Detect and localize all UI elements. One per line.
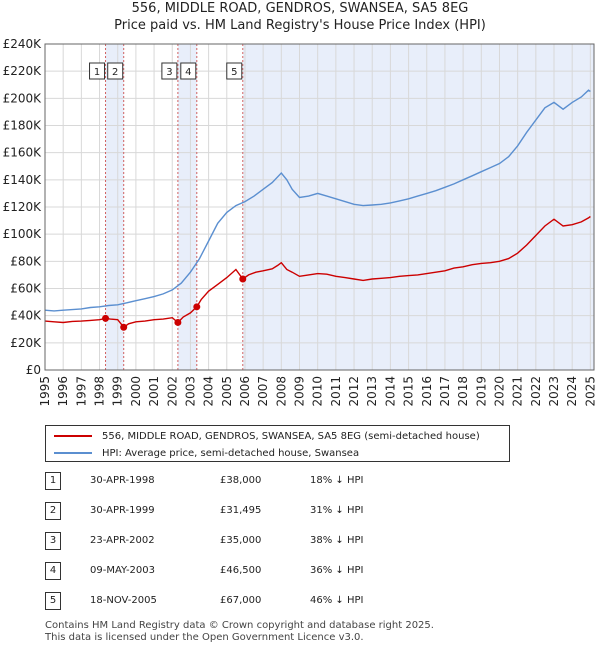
- x-tick-label: 2002: [165, 376, 179, 407]
- x-tick-label: 2000: [129, 376, 143, 407]
- sale-point: [174, 318, 182, 326]
- chart-title: 556, MIDDLE ROAD, GENDROS, SWANSEA, SA5 …: [131, 1, 469, 16]
- legend: 556, MIDDLE ROAD, GENDROS, SWANSEA, SA5 …: [45, 425, 510, 462]
- footer-copyright: Contains HM Land Registry data © Crown c…: [45, 620, 434, 631]
- x-tick-label: 2011: [329, 376, 343, 407]
- y-tick-label: £100K: [3, 227, 43, 241]
- x-tick-label: 2013: [365, 376, 379, 407]
- sale-marker-number: 1: [94, 67, 100, 78]
- x-tick-label: 2018: [456, 376, 470, 407]
- sale-point: [120, 323, 128, 331]
- y-tick-label: £0: [26, 363, 41, 377]
- legend-swatch-property: [54, 435, 92, 437]
- x-tick-label: 2010: [311, 376, 325, 407]
- x-tick-label: 2017: [438, 376, 452, 407]
- x-tick-label: 1999: [111, 376, 125, 407]
- y-tick-label: £120K: [3, 200, 43, 214]
- legend-item-hpi: HPI: Average price, semi-detached house,…: [46, 445, 359, 461]
- x-tick-label: 2001: [147, 376, 161, 407]
- x-tick-label: 2025: [583, 376, 597, 407]
- sale-marker-number: 4: [185, 67, 191, 78]
- x-tick-label: 2009: [293, 376, 307, 407]
- footer-licence: This data is licensed under the Open Gov…: [45, 632, 364, 643]
- sale-price: £31,495: [220, 505, 262, 516]
- sale-price: £38,000: [220, 475, 262, 486]
- sale-hpi-diff: 38% ↓ HPI: [310, 535, 364, 546]
- x-tick-label: 2023: [547, 376, 561, 407]
- sale-number: 2: [45, 502, 61, 520]
- property-price-line: [44, 215, 591, 329]
- sale-row: 5 18-NOV-2005 £67,000 46% ↓ HPI: [45, 592, 375, 610]
- sale-marker-box: [180, 62, 197, 80]
- price-chart: £0 £20K £40K £60K £80K £100K £120K £140K £160K £1…: [3, 37, 598, 407]
- sale-hpi-diff: 31% ↓ HPI: [310, 505, 364, 516]
- x-tick-label: 2021: [511, 376, 525, 407]
- chart-subtitle: Price paid vs. HM Land Registry's House …: [114, 18, 486, 33]
- x-tick-label: 2008: [274, 376, 288, 407]
- sale-point: [239, 275, 247, 283]
- x-tick-label: 2005: [220, 376, 234, 407]
- legend-label-hpi: HPI: Average price, semi-detached house,…: [102, 447, 360, 459]
- y-tick-label: £60K: [10, 282, 42, 296]
- sale-number: 3: [45, 532, 61, 550]
- sale-marker-number: 5: [231, 67, 237, 78]
- y-tick-label: £80K: [10, 254, 42, 268]
- y-tick-label: £40K: [10, 309, 42, 323]
- sale-date: 09-MAY-2003: [90, 565, 156, 576]
- x-tick-label: 2012: [347, 376, 361, 407]
- sale-date: 30-APR-1998: [90, 475, 155, 486]
- sale-date: 30-APR-1999: [90, 505, 155, 516]
- x-tick-label: 1998: [93, 376, 107, 407]
- y-tick-label: £220K: [3, 64, 43, 78]
- x-tick-label: 2004: [202, 376, 216, 407]
- x-tick-label: 2014: [383, 376, 397, 407]
- legend-swatch-hpi: [54, 452, 92, 454]
- sale-number: 4: [45, 562, 61, 580]
- sale-number: 5: [45, 592, 61, 610]
- sale-marker-number: 3: [166, 67, 172, 78]
- sale-price: £46,500: [220, 565, 262, 576]
- sale-price: £67,000: [220, 595, 262, 606]
- sale-point: [102, 314, 110, 322]
- x-tick-label: 2016: [420, 376, 434, 407]
- x-tick-label: 2019: [474, 376, 488, 407]
- sale-marker-box: [107, 62, 124, 80]
- y-tick-label: £140K: [3, 173, 43, 187]
- plot-border: [44, 43, 595, 371]
- x-tick-label: 2024: [565, 376, 579, 407]
- sale-marker-box: [226, 62, 243, 80]
- sale-row: 3 23-APR-2002 £35,000 38% ↓ HPI: [45, 532, 375, 550]
- sale-row: 4 09-MAY-2003 £46,500 36% ↓ HPI: [45, 562, 375, 580]
- sale-marker-box: [161, 62, 178, 80]
- sale-date: 18-NOV-2005: [90, 595, 157, 606]
- y-tick-label: £200K: [3, 91, 43, 105]
- sale-date: 23-APR-2002: [90, 535, 155, 546]
- sale-number: 1: [45, 472, 61, 490]
- x-tick-label: 2003: [183, 376, 197, 407]
- x-tick-label: 1997: [74, 376, 88, 407]
- x-tick-label: 1995: [38, 376, 52, 407]
- x-tick-label: 2015: [402, 376, 416, 407]
- x-tick-label: 1996: [56, 376, 70, 407]
- hpi-line: [44, 89, 591, 312]
- legend-item-property: 556, MIDDLE ROAD, GENDROS, SWANSEA, SA5 …: [46, 428, 480, 444]
- sale-point: [193, 303, 201, 311]
- y-tick-label: £160K: [3, 146, 43, 160]
- sale-marker-number: 2: [112, 67, 118, 78]
- y-tick-label: £240K: [3, 37, 43, 51]
- x-tick-label: 2020: [492, 376, 506, 407]
- sale-price: £35,000: [220, 535, 262, 546]
- sale-row: 2 30-APR-1999 £31,495 31% ↓ HPI: [45, 502, 375, 520]
- y-tick-label: £180K: [3, 119, 43, 133]
- sale-marker-box: [89, 62, 106, 80]
- x-tick-label: 2007: [256, 376, 270, 407]
- sale-hpi-diff: 18% ↓ HPI: [310, 475, 364, 486]
- x-tick-label: 2006: [238, 376, 252, 407]
- sale-row: 1 30-APR-1998 £38,000 18% ↓ HPI: [45, 472, 375, 490]
- legend-label-property: 556, MIDDLE ROAD, GENDROS, SWANSEA, SA5 …: [102, 430, 480, 442]
- sale-hpi-diff: 36% ↓ HPI: [310, 565, 364, 576]
- y-tick-label: £20K: [10, 336, 42, 350]
- sale-hpi-diff: 46% ↓ HPI: [310, 595, 364, 606]
- x-tick-label: 2022: [529, 376, 543, 407]
